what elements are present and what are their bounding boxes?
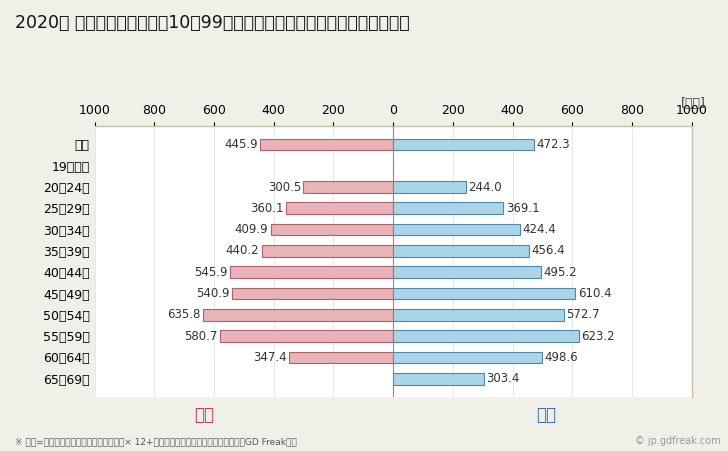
Bar — [203, 309, 393, 321]
Bar — [260, 138, 393, 150]
Bar — [285, 202, 393, 214]
Bar — [393, 202, 503, 214]
Text: 545.9: 545.9 — [194, 266, 228, 279]
Text: 495.2: 495.2 — [543, 266, 577, 279]
Bar — [230, 267, 393, 278]
Text: © jp.gdfreak.com: © jp.gdfreak.com — [635, 437, 721, 446]
Text: 572.7: 572.7 — [566, 308, 600, 321]
Bar — [271, 224, 393, 235]
Bar — [393, 267, 541, 278]
Text: 女性: 女性 — [194, 406, 214, 424]
Text: 303.4: 303.4 — [486, 372, 520, 385]
Text: 360.1: 360.1 — [250, 202, 283, 215]
Text: 300.5: 300.5 — [268, 180, 301, 193]
Bar — [393, 138, 534, 150]
Text: 男性: 男性 — [536, 406, 556, 424]
Text: 347.4: 347.4 — [253, 351, 287, 364]
Bar — [290, 352, 393, 364]
Text: 440.2: 440.2 — [226, 244, 259, 258]
Bar — [393, 373, 483, 385]
Text: 424.4: 424.4 — [522, 223, 556, 236]
Text: 498.6: 498.6 — [545, 351, 578, 364]
Text: 580.7: 580.7 — [184, 330, 218, 343]
Bar — [393, 224, 520, 235]
Bar — [232, 288, 393, 299]
Bar — [393, 309, 564, 321]
Bar — [393, 352, 542, 364]
Bar — [262, 245, 393, 257]
Text: 635.8: 635.8 — [167, 308, 201, 321]
Text: 445.9: 445.9 — [224, 138, 258, 151]
Text: 409.9: 409.9 — [234, 223, 269, 236]
Bar — [393, 181, 466, 193]
Text: 456.4: 456.4 — [531, 244, 566, 258]
Bar — [393, 245, 529, 257]
Text: [万円]: [万円] — [681, 97, 706, 110]
Text: 540.9: 540.9 — [196, 287, 229, 300]
Bar — [393, 288, 575, 299]
Text: 2020年 民間企業（従業者数10〜99人）フルタイム労働者の男女別平均年収: 2020年 民間企業（従業者数10〜99人）フルタイム労働者の男女別平均年収 — [15, 14, 409, 32]
Bar — [220, 330, 393, 342]
Text: 610.4: 610.4 — [578, 287, 612, 300]
Text: 244.0: 244.0 — [468, 180, 502, 193]
Text: ※ 年収=「きまって支給する現金給与額」× 12+「年間賞与その他特別給与額」としてGD Freak推計: ※ 年収=「きまって支給する現金給与額」× 12+「年間賞与その他特別給与額」と… — [15, 437, 296, 446]
Text: 472.3: 472.3 — [537, 138, 570, 151]
Text: 623.2: 623.2 — [582, 330, 615, 343]
Bar — [393, 330, 579, 342]
Bar — [304, 181, 393, 193]
Text: 369.1: 369.1 — [506, 202, 539, 215]
